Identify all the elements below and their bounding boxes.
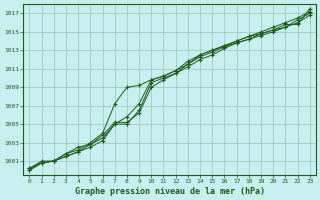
X-axis label: Graphe pression niveau de la mer (hPa): Graphe pression niveau de la mer (hPa) bbox=[75, 187, 265, 196]
